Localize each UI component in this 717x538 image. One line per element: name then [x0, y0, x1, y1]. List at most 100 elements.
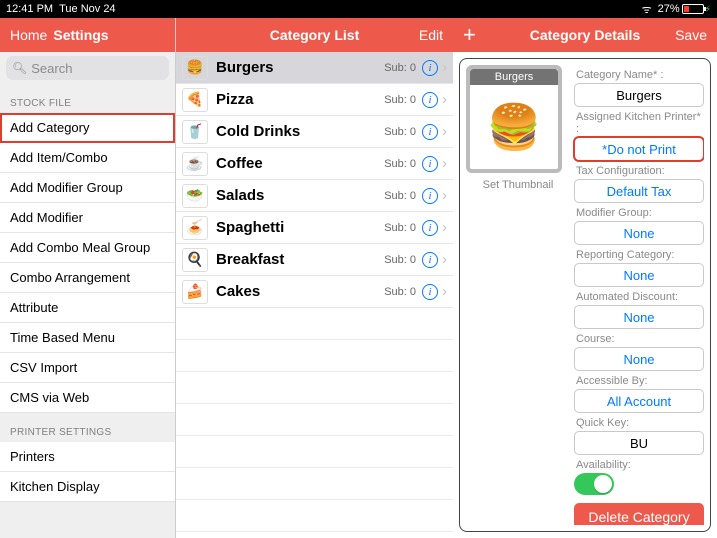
reporting-select[interactable]: None: [574, 263, 704, 287]
info-icon[interactable]: i: [422, 124, 438, 140]
info-icon[interactable]: i: [422, 252, 438, 268]
tax-select[interactable]: Default Tax: [574, 179, 704, 203]
sidebar-item[interactable]: Add Combo Meal Group: [0, 233, 175, 263]
settings-header: Home Settings: [0, 18, 175, 52]
sub-count: Sub: 0: [384, 126, 416, 138]
sub-count: Sub: 0: [384, 254, 416, 266]
wifi-icon: ᯤ: [642, 2, 652, 17]
category-label: Pizza: [216, 91, 384, 108]
quickkey-label: Quick Key:: [576, 417, 702, 429]
chevron-right-icon: ›: [442, 59, 447, 76]
sidebar-item[interactable]: Add Category: [0, 113, 175, 143]
cat-name-input[interactable]: Burgers: [574, 83, 704, 107]
edit-button[interactable]: Edit: [407, 27, 443, 43]
status-time: 12:41 PM: [6, 3, 53, 15]
autodiscount-label: Automated Discount:: [576, 291, 702, 303]
empty-row: [176, 532, 453, 538]
empty-row: [176, 500, 453, 532]
search-icon: 🔍︎: [12, 61, 27, 75]
sub-count: Sub: 0: [384, 158, 416, 170]
status-date: Tue Nov 24: [59, 3, 115, 15]
thumbnail-title: Burgers: [470, 69, 558, 85]
sidebar-item[interactable]: Add Modifier Group: [0, 173, 175, 203]
sidebar-item[interactable]: Add Modifier: [0, 203, 175, 233]
info-icon[interactable]: i: [422, 92, 438, 108]
category-thumbnail[interactable]: Burgers 🍔: [466, 65, 562, 173]
category-label: Cakes: [216, 283, 384, 300]
category-row[interactable]: 🍳BreakfastSub: 0i›: [176, 244, 453, 276]
category-thumb-icon: 🥗: [182, 184, 208, 208]
chevron-right-icon: ›: [442, 251, 447, 268]
home-button[interactable]: Home: [10, 27, 47, 43]
chevron-right-icon: ›: [442, 123, 447, 140]
info-icon[interactable]: i: [422, 156, 438, 172]
tax-label: Tax Configuration:: [576, 165, 702, 177]
sidebar-item[interactable]: CMS via Web: [0, 383, 175, 413]
autodiscount-select[interactable]: None: [574, 305, 704, 329]
category-thumb-icon: 🍔: [182, 56, 208, 80]
accessible-label: Accessible By:: [576, 375, 702, 387]
empty-row: [176, 308, 453, 340]
course-select[interactable]: None: [574, 347, 704, 371]
sidebar-item[interactable]: Attribute: [0, 293, 175, 323]
cat-name-label: Category Name* :: [576, 69, 702, 81]
category-thumb-icon: 🍝: [182, 216, 208, 240]
sidebar-item[interactable]: Kitchen Display: [0, 472, 175, 502]
chevron-right-icon: ›: [442, 219, 447, 236]
printer-label: Assigned Kitchen Printer* :: [576, 111, 702, 135]
category-label: Burgers: [216, 59, 384, 76]
battery-icon: [682, 4, 704, 14]
category-row[interactable]: 🥤Cold DrinksSub: 0i›: [176, 116, 453, 148]
category-row[interactable]: 🍕 PizzaSub: 0 i›: [176, 84, 453, 116]
sidebar-item[interactable]: Add Item/Combo: [0, 143, 175, 173]
availability-toggle[interactable]: [574, 473, 614, 495]
sub-count: Sub: 0: [384, 94, 416, 106]
sub-count: Sub: 0: [384, 190, 416, 202]
info-icon[interactable]: i: [422, 60, 438, 76]
chevron-right-icon: ›: [442, 91, 447, 108]
modifier-label: Modifier Group:: [576, 207, 702, 219]
info-icon[interactable]: i: [422, 284, 438, 300]
category-list-header: Category List Edit: [176, 18, 453, 52]
accessible-select[interactable]: All Account: [574, 389, 704, 413]
category-row[interactable]: 🥗SaladsSub: 0i›: [176, 180, 453, 212]
chevron-right-icon: ›: [442, 155, 447, 172]
settings-title: Settings: [47, 27, 129, 43]
printer-select[interactable]: *Do not Print: [574, 137, 704, 161]
search-input[interactable]: 🔍︎ Search: [6, 56, 169, 80]
empty-row: [176, 468, 453, 500]
category-row[interactable]: 🍝SpaghettiSub: 0i›: [176, 212, 453, 244]
info-icon[interactable]: i: [422, 188, 438, 204]
category-label: Breakfast: [216, 251, 384, 268]
quickkey-input[interactable]: BU: [574, 431, 704, 455]
category-details-title: Category Details: [499, 27, 671, 43]
category-details-header: + Category Details Save: [453, 18, 717, 52]
status-bar: 12:41 PM Tue Nov 24 ᯤ 27% ⚡︎: [0, 0, 717, 18]
sidebar-item[interactable]: CSV Import: [0, 353, 175, 383]
empty-row: [176, 372, 453, 404]
category-row[interactable]: ☕CoffeeSub: 0i›: [176, 148, 453, 180]
category-thumb-icon: 🍕: [182, 88, 208, 112]
category-label: Cold Drinks: [216, 123, 384, 140]
empty-row: [176, 436, 453, 468]
search-placeholder: Search: [31, 61, 72, 76]
sidebar-group-header: STOCK FILE: [0, 84, 175, 113]
add-button[interactable]: +: [463, 24, 499, 46]
sidebar-item[interactable]: Time Based Menu: [0, 323, 175, 353]
info-icon[interactable]: i: [422, 220, 438, 236]
save-button[interactable]: Save: [671, 27, 707, 43]
category-thumb-icon: ☕: [182, 152, 208, 176]
empty-row: [176, 340, 453, 372]
sidebar-item[interactable]: Combo Arrangement: [0, 263, 175, 293]
sidebar-item[interactable]: Printers: [0, 442, 175, 472]
availability-label: Availability:: [576, 459, 702, 471]
thumbnail-image: 🍔: [470, 85, 558, 169]
chevron-right-icon: ›: [442, 187, 447, 204]
set-thumbnail-label[interactable]: Set Thumbnail: [466, 179, 570, 191]
category-row[interactable]: 🍔BurgersSub: 0i›: [176, 52, 453, 84]
category-list-title: Category List: [222, 27, 407, 43]
sidebar-group-header: PRINTER SETTINGS: [0, 413, 175, 442]
category-row[interactable]: 🍰CakesSub: 0i›: [176, 276, 453, 308]
delete-category-button[interactable]: Delete Category: [574, 503, 704, 525]
modifier-select[interactable]: None: [574, 221, 704, 245]
